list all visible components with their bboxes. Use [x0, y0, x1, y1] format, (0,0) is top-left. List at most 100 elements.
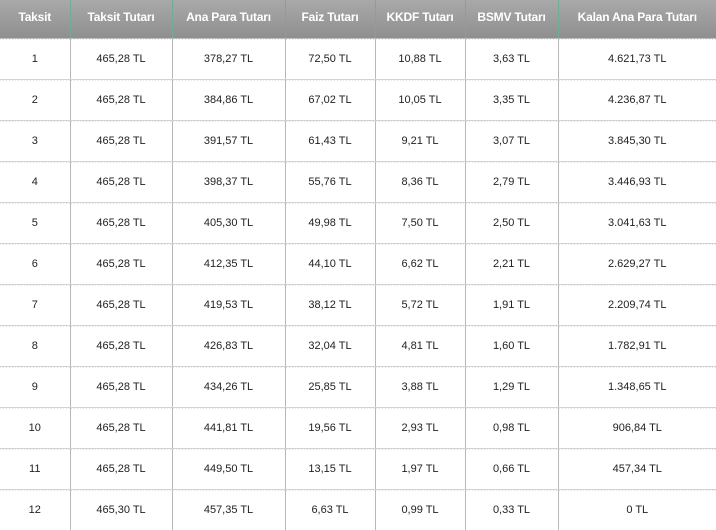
interest-amount-cell: 55,76 TL [285, 161, 376, 203]
installment-no-cell: 3 [0, 120, 71, 162]
remaining-principal-cell: 2.629,27 TL [558, 243, 716, 285]
table-row: 10 465,28 TL 441,81 TL 19,56 TL 2,93 TL 0,98 … [0, 407, 716, 449]
interest-amount-cell: 13,15 TL [285, 448, 376, 490]
remaining-principal-cell: 3.446,93 TL [558, 161, 716, 203]
table-row: 2 465,28 TL 384,86 TL 67,02 TL 10,05 TL 3,35 … [0, 79, 716, 121]
interest-amount-cell: 19,56 TL [285, 407, 376, 449]
table-row: 11 465,28 TL 449,50 TL 13,15 TL 1,97 TL 0,66 … [0, 448, 716, 490]
interest-amount-cell: 44,10 TL [285, 243, 376, 285]
remaining-principal-cell: 3.845,30 TL [558, 120, 716, 162]
installment-no-cell: 1 [0, 38, 71, 80]
installment-amount-cell: 465,28 TL [70, 243, 173, 285]
principal-amount-cell: 434,26 TL [172, 366, 286, 408]
table-row: 7 465,28 TL 419,53 TL 38,12 TL 5,72 TL 1,91 T… [0, 284, 716, 326]
column-header-kkdf-amount: KKDF Tutarı [375, 0, 466, 39]
table-row: 9 465,28 TL 434,26 TL 25,85 TL 3,88 TL 1,29 T… [0, 366, 716, 408]
interest-amount-cell: 72,50 TL [285, 38, 376, 80]
interest-amount-cell: 6,63 TL [285, 489, 376, 530]
installment-no-cell: 6 [0, 243, 71, 285]
header-row: Taksit Taksit Tutarı Ana Para Tutarı Fai… [0, 0, 716, 39]
installment-amount-cell: 465,28 TL [70, 448, 173, 490]
remaining-principal-cell: 2.209,74 TL [558, 284, 716, 326]
bsmv-amount-cell: 2,50 TL [465, 202, 559, 244]
bsmv-amount-cell: 1,29 TL [465, 366, 559, 408]
installment-amount-cell: 465,28 TL [70, 202, 173, 244]
interest-amount-cell: 38,12 TL [285, 284, 376, 326]
remaining-principal-cell: 1.782,91 TL [558, 325, 716, 367]
remaining-principal-cell: 0 TL [558, 489, 716, 530]
interest-amount-cell: 32,04 TL [285, 325, 376, 367]
principal-amount-cell: 412,35 TL [172, 243, 286, 285]
remaining-principal-cell: 3.041,63 TL [558, 202, 716, 244]
bsmv-amount-cell: 3,63 TL [465, 38, 559, 80]
principal-amount-cell: 378,27 TL [172, 38, 286, 80]
bsmv-amount-cell: 0,98 TL [465, 407, 559, 449]
table-row: 12 465,30 TL 457,35 TL 6,63 TL 0,99 TL 0,33 T… [0, 489, 716, 530]
kkdf-amount-cell: 2,93 TL [375, 407, 466, 449]
installment-amount-cell: 465,28 TL [70, 161, 173, 203]
installment-no-cell: 2 [0, 79, 71, 121]
kkdf-amount-cell: 3,88 TL [375, 366, 466, 408]
column-header-principal-amount: Ana Para Tutarı [172, 0, 286, 39]
table-body: 1 465,28 TL 378,27 TL 72,50 TL 10,88 TL 3,63 … [0, 38, 716, 530]
remaining-principal-cell: 4.236,87 TL [558, 79, 716, 121]
principal-amount-cell: 398,37 TL [172, 161, 286, 203]
principal-amount-cell: 419,53 TL [172, 284, 286, 326]
installment-amount-cell: 465,28 TL [70, 38, 173, 80]
installment-amount-cell: 465,28 TL [70, 79, 173, 121]
column-header-installment-no: Taksit [0, 0, 71, 39]
kkdf-amount-cell: 5,72 TL [375, 284, 466, 326]
column-header-bsmv-amount: BSMV Tutarı [465, 0, 559, 39]
table-row: 1 465,28 TL 378,27 TL 72,50 TL 10,88 TL 3,63 … [0, 38, 716, 80]
principal-amount-cell: 391,57 TL [172, 120, 286, 162]
installment-amount-cell: 465,28 TL [70, 366, 173, 408]
interest-amount-cell: 25,85 TL [285, 366, 376, 408]
bsmv-amount-cell: 1,60 TL [465, 325, 559, 367]
kkdf-amount-cell: 7,50 TL [375, 202, 466, 244]
kkdf-amount-cell: 8,36 TL [375, 161, 466, 203]
remaining-principal-cell: 1.348,65 TL [558, 366, 716, 408]
remaining-principal-cell: 4.621,73 TL [558, 38, 716, 80]
kkdf-amount-cell: 9,21 TL [375, 120, 466, 162]
kkdf-amount-cell: 4,81 TL [375, 325, 466, 367]
bsmv-amount-cell: 1,91 TL [465, 284, 559, 326]
column-header-interest-amount: Faiz Tutarı [285, 0, 376, 39]
principal-amount-cell: 426,83 TL [172, 325, 286, 367]
kkdf-amount-cell: 0,99 TL [375, 489, 466, 530]
installment-no-cell: 12 [0, 489, 71, 530]
table-header: Taksit Taksit Tutarı Ana Para Tutarı Fai… [0, 0, 716, 39]
installment-amount-cell: 465,28 TL [70, 120, 173, 162]
principal-amount-cell: 441,81 TL [172, 407, 286, 449]
principal-amount-cell: 457,35 TL [172, 489, 286, 530]
bsmv-amount-cell: 3,35 TL [465, 79, 559, 121]
remaining-principal-cell: 457,34 TL [558, 448, 716, 490]
kkdf-amount-cell: 10,88 TL [375, 38, 466, 80]
table-row: 8 465,28 TL 426,83 TL 32,04 TL 4,81 TL 1,60 T… [0, 325, 716, 367]
installment-amount-cell: 465,28 TL [70, 284, 173, 326]
table-row: 6 465,28 TL 412,35 TL 44,10 TL 6,62 TL 2,21 T… [0, 243, 716, 285]
bsmv-amount-cell: 2,21 TL [465, 243, 559, 285]
installment-no-cell: 8 [0, 325, 71, 367]
table-row: 3 465,28 TL 391,57 TL 61,43 TL 9,21 TL 3,07 T… [0, 120, 716, 162]
installment-amount-cell: 465,28 TL [70, 407, 173, 449]
remaining-principal-cell: 906,84 TL [558, 407, 716, 449]
installment-no-cell: 7 [0, 284, 71, 326]
installment-no-cell: 9 [0, 366, 71, 408]
installment-no-cell: 11 [0, 448, 71, 490]
column-header-remaining-principal: Kalan Ana Para Tutarı [558, 0, 716, 39]
installment-no-cell: 5 [0, 202, 71, 244]
principal-amount-cell: 384,86 TL [172, 79, 286, 121]
installment-no-cell: 4 [0, 161, 71, 203]
column-header-installment-amount: Taksit Tutarı [70, 0, 173, 39]
interest-amount-cell: 49,98 TL [285, 202, 376, 244]
kkdf-amount-cell: 6,62 TL [375, 243, 466, 285]
bsmv-amount-cell: 0,66 TL [465, 448, 559, 490]
table-row: 4 465,28 TL 398,37 TL 55,76 TL 8,36 TL 2,79 T… [0, 161, 716, 203]
bsmv-amount-cell: 0,33 TL [465, 489, 559, 530]
principal-amount-cell: 405,30 TL [172, 202, 286, 244]
interest-amount-cell: 67,02 TL [285, 79, 376, 121]
bsmv-amount-cell: 3,07 TL [465, 120, 559, 162]
kkdf-amount-cell: 10,05 TL [375, 79, 466, 121]
